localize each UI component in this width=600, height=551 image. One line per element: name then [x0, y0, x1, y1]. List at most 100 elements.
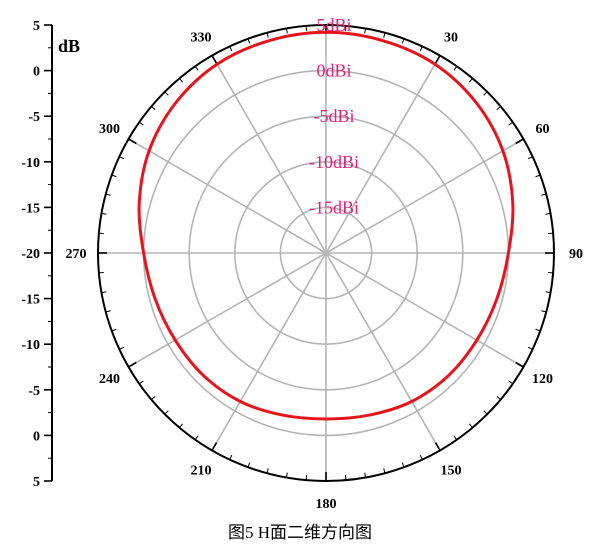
angle-tick: [545, 291, 551, 294]
angle-tick: [545, 212, 551, 215]
angle-tick: [541, 310, 547, 313]
angle-tick: [211, 442, 218, 451]
figure-caption: 图5 H面二维方向图: [227, 523, 373, 542]
angle-tick: [483, 91, 488, 96]
angle-tick: [483, 410, 488, 415]
scale-tick-label: 0: [33, 65, 40, 80]
scale-tick-label: -20: [21, 247, 40, 262]
ring-label: -15dBi: [309, 197, 359, 217]
angle-tick: [101, 291, 107, 294]
angle-tick: [247, 38, 251, 44]
pattern-curve: [137, 30, 515, 421]
angle-tick: [527, 156, 533, 160]
ring-label: -5dBi: [313, 106, 354, 126]
angle-tick: [401, 38, 405, 44]
angle-tick: [434, 442, 441, 451]
angle-label: 240: [99, 372, 120, 387]
angle-tick: [364, 472, 367, 478]
angle-tick: [527, 346, 533, 350]
angle-tick: [111, 328, 117, 332]
angle-tick: [453, 435, 458, 441]
ring-label: 0dBi: [316, 61, 351, 81]
angle-tick: [247, 462, 251, 468]
angle-tick: [468, 423, 473, 428]
angle-tick: [119, 346, 125, 350]
angle-tick: [364, 28, 367, 34]
angle-tick: [434, 55, 441, 64]
scale-tick-label: -10: [21, 338, 40, 353]
ring-label: 5dBi: [316, 15, 351, 35]
grid-spoke: [325, 252, 524, 368]
grid-spoke: [128, 138, 327, 254]
left-db-scale: dB 5 0 -5 -10 -15 -20 -15 -10 -5 0 5: [21, 19, 80, 490]
angle-tick: [453, 65, 458, 71]
grid-spoke: [211, 252, 327, 451]
angle-tick: [179, 78, 184, 83]
scale-tick-label: -5: [28, 110, 40, 125]
angle-tick: [266, 32, 269, 38]
angle-label: 180: [316, 497, 337, 512]
angle-tick: [105, 310, 111, 313]
angle-tick: [508, 121, 514, 126]
angle-tick: [541, 193, 547, 196]
angle-tick: [285, 28, 288, 34]
series-line: [137, 30, 515, 421]
angle-tick: [211, 55, 218, 64]
angle-tick: [266, 468, 269, 474]
angle-tick: [164, 91, 169, 96]
angle-label: 90: [569, 247, 583, 262]
angle-tick: [151, 395, 156, 400]
angle-tick: [515, 361, 524, 368]
grid-spoke: [325, 138, 524, 254]
angle-tick: [111, 174, 117, 178]
angle-tick: [194, 435, 199, 441]
angle-tick: [151, 106, 156, 111]
angle-label: 270: [66, 247, 87, 262]
scale-tick-label: -5: [28, 384, 40, 399]
angle-label: 150: [441, 464, 462, 479]
angle-tick: [119, 156, 125, 160]
unit-label: dB: [58, 36, 80, 56]
grid-spoke: [325, 55, 441, 254]
angle-tick: [138, 380, 144, 385]
grid-spoke: [128, 252, 327, 368]
angle-tick: [164, 410, 169, 415]
angle-tick: [401, 462, 405, 468]
angle-tick: [105, 193, 111, 196]
grid-spoke: [325, 252, 441, 451]
angle-label: 330: [191, 30, 212, 45]
scale-tick-label: 5: [33, 475, 40, 490]
polar-grid: [97, 24, 555, 482]
angle-tick: [179, 423, 184, 428]
angle-tick: [138, 121, 144, 126]
angle-tick: [508, 380, 514, 385]
scale-tick-label: -15: [21, 293, 40, 308]
angle-tick: [468, 78, 473, 83]
angle-label: 60: [536, 122, 550, 137]
angle-tick: [515, 138, 524, 145]
angle-label: 300: [99, 122, 120, 137]
angle-label: 120: [532, 372, 553, 387]
angle-labels: 30 60 90 120 150 180 210 240 270 300 330: [66, 30, 584, 512]
angle-tick: [383, 32, 386, 38]
angle-tick: [383, 468, 386, 474]
angle-tick: [194, 65, 199, 71]
angle-tick: [128, 361, 137, 368]
ring-label: -10dBi: [309, 152, 359, 172]
angle-label: 30: [444, 30, 458, 45]
grid-spoke: [211, 55, 327, 254]
angle-tick: [285, 472, 288, 478]
angle-tick: [535, 328, 541, 332]
scale-tick-label: -15: [21, 201, 40, 216]
angle-tick: [101, 212, 107, 215]
scale-tick-label: 5: [33, 19, 40, 34]
angle-tick: [419, 454, 423, 460]
angle-tick: [229, 454, 233, 460]
angle-label: 210: [191, 464, 212, 479]
angle-tick: [419, 46, 423, 52]
angle-tick: [229, 46, 233, 52]
angle-tick: [535, 174, 541, 178]
scale-tick-label: -10: [21, 156, 40, 171]
angle-tick: [496, 395, 501, 400]
